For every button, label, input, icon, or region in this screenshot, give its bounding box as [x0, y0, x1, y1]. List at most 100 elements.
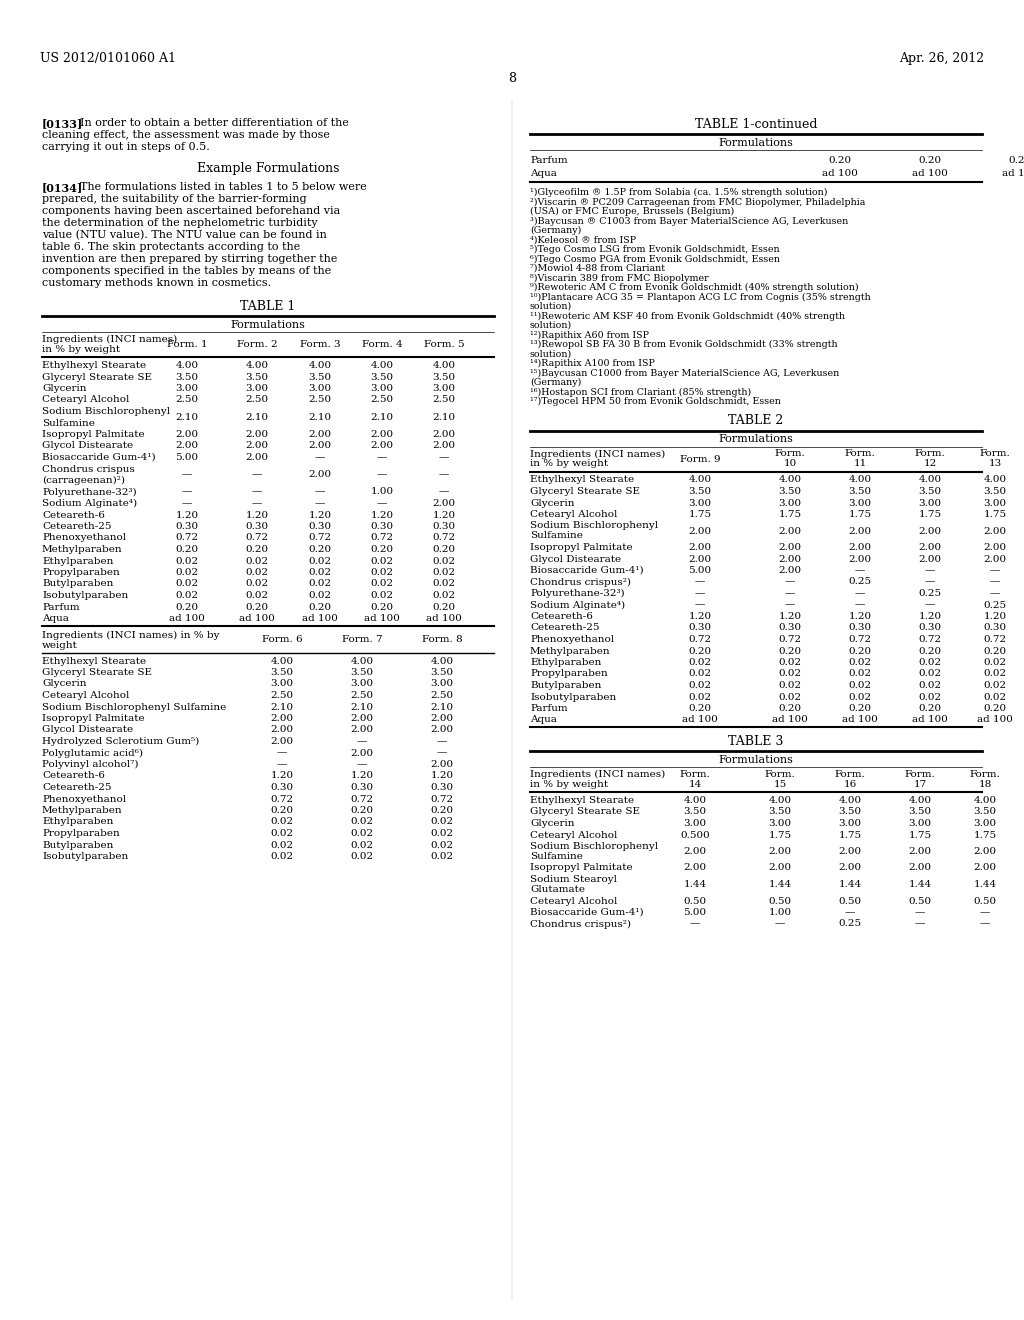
Text: 4.00: 4.00 [688, 475, 712, 484]
Text: In order to obtain a better differentiation of the: In order to obtain a better differentiat… [80, 117, 349, 128]
Text: 2.00: 2.00 [175, 430, 199, 440]
Text: 0.72: 0.72 [430, 795, 454, 804]
Text: 2.00: 2.00 [246, 430, 268, 440]
Text: 2.00: 2.00 [839, 863, 861, 873]
Text: 0.20: 0.20 [778, 704, 802, 713]
Text: 2.00: 2.00 [270, 737, 294, 746]
Text: Isopropyl Palmitate: Isopropyl Palmitate [530, 863, 633, 873]
Text: Sodium Bischlorophenyl: Sodium Bischlorophenyl [42, 407, 170, 416]
Text: ad 100: ad 100 [977, 715, 1013, 725]
Text: 3.50: 3.50 [849, 487, 871, 496]
Text: 0.02: 0.02 [430, 817, 454, 826]
Text: 2.00: 2.00 [430, 726, 454, 734]
Text: 0.20: 0.20 [778, 647, 802, 656]
Text: 2.00: 2.00 [974, 863, 996, 873]
Text: Polyglutamic acid⁶): Polyglutamic acid⁶) [42, 748, 143, 758]
Text: —: — [276, 760, 287, 770]
Text: 2.00: 2.00 [983, 554, 1007, 564]
Text: 0.20: 0.20 [919, 156, 941, 165]
Text: —: — [439, 453, 450, 462]
Text: 3.50: 3.50 [371, 372, 393, 381]
Text: Chondrus crispus: Chondrus crispus [42, 465, 135, 474]
Text: ad 100: ad 100 [239, 614, 274, 623]
Text: Form.: Form. [970, 770, 1000, 779]
Text: Form.: Form. [774, 450, 805, 458]
Text: 0.02: 0.02 [371, 591, 393, 601]
Text: 3.50: 3.50 [175, 372, 199, 381]
Text: 2.00: 2.00 [974, 847, 996, 855]
Text: Apr. 26, 2012: Apr. 26, 2012 [899, 51, 984, 65]
Text: ²)Viscarin ® PC209 Carrageenan from FMC Biopolymer, Philadelphia: ²)Viscarin ® PC209 Carrageenan from FMC … [530, 198, 865, 207]
Text: Butylparaben: Butylparaben [42, 841, 114, 850]
Text: TABLE 1-continued: TABLE 1-continued [694, 117, 817, 131]
Text: —: — [695, 578, 706, 586]
Text: TABLE 1: TABLE 1 [241, 300, 296, 313]
Text: 2.00: 2.00 [246, 441, 268, 450]
Text: 2.10: 2.10 [175, 413, 199, 422]
Text: 0.20: 0.20 [246, 545, 268, 554]
Text: Form. 5: Form. 5 [424, 341, 464, 348]
Text: 3.00: 3.00 [175, 384, 199, 393]
Text: Formulations: Formulations [230, 319, 305, 330]
Text: 5.00: 5.00 [683, 908, 707, 917]
Text: 0.02: 0.02 [430, 841, 454, 850]
Text: 2.00: 2.00 [908, 863, 932, 873]
Text: 0.02: 0.02 [919, 681, 941, 690]
Text: 0.30: 0.30 [175, 521, 199, 531]
Text: Form. 2: Form. 2 [237, 341, 278, 348]
Text: 1.44: 1.44 [974, 880, 996, 888]
Text: Aqua: Aqua [530, 715, 557, 725]
Text: —: — [252, 470, 262, 479]
Text: 2.50: 2.50 [270, 690, 294, 700]
Text: ¹⁰)Plantacare ACG 35 = Plantapon ACG LC from Cognis (35% strength: ¹⁰)Plantacare ACG 35 = Plantapon ACG LC … [530, 293, 870, 302]
Text: 3.00: 3.00 [270, 680, 294, 689]
Text: ¹³)Rewopol SB FA 30 B from Evonik Goldschmidt (33% strength: ¹³)Rewopol SB FA 30 B from Evonik Goldsc… [530, 341, 838, 348]
Text: 0.02: 0.02 [350, 817, 374, 826]
Text: 0.02: 0.02 [246, 568, 268, 577]
Text: Parfum: Parfum [42, 602, 80, 611]
Text: Sulfamine: Sulfamine [530, 532, 583, 540]
Text: —: — [845, 908, 855, 917]
Text: 1.44: 1.44 [839, 880, 861, 888]
Text: 0.20: 0.20 [371, 602, 393, 611]
Text: —: — [182, 499, 193, 508]
Text: 2.00: 2.00 [908, 847, 932, 855]
Text: Ethylhexyl Stearate: Ethylhexyl Stearate [530, 796, 634, 805]
Text: 2.00: 2.00 [432, 499, 456, 508]
Text: 1.20: 1.20 [849, 612, 871, 620]
Text: 0.02: 0.02 [849, 681, 871, 690]
Text: 2.00: 2.00 [432, 430, 456, 440]
Text: 0.72: 0.72 [350, 795, 374, 804]
Text: Cetearyl Alcohol: Cetearyl Alcohol [530, 896, 617, 906]
Text: Isobutylparaben: Isobutylparaben [42, 851, 128, 861]
Text: Butylparaben: Butylparaben [42, 579, 114, 589]
Text: 2.00: 2.00 [849, 543, 871, 552]
Text: 1.75: 1.75 [974, 830, 996, 840]
Text: 1.20: 1.20 [430, 771, 454, 780]
Text: 0.50: 0.50 [683, 896, 707, 906]
Text: 1.00: 1.00 [768, 908, 792, 917]
Text: 3.00: 3.00 [308, 384, 332, 393]
Text: 0.02: 0.02 [308, 568, 332, 577]
Text: 0.30: 0.30 [371, 521, 393, 531]
Text: 0.72: 0.72 [246, 533, 268, 543]
Text: 12: 12 [924, 459, 937, 469]
Text: 13: 13 [988, 459, 1001, 469]
Text: 0.02: 0.02 [688, 669, 712, 678]
Text: 2.00: 2.00 [308, 470, 332, 479]
Text: 4.00: 4.00 [432, 360, 456, 370]
Text: 0.72: 0.72 [308, 533, 332, 543]
Text: 2.10: 2.10 [430, 702, 454, 711]
Text: —: — [784, 601, 796, 610]
Text: 0.02: 0.02 [778, 693, 802, 701]
Text: 2.00: 2.00 [768, 847, 792, 855]
Text: —: — [314, 499, 326, 508]
Text: 4.00: 4.00 [430, 656, 454, 665]
Text: 1.75: 1.75 [778, 510, 802, 519]
Text: 2.50: 2.50 [175, 396, 199, 404]
Text: Methylparaben: Methylparaben [530, 647, 610, 656]
Text: 2.00: 2.00 [919, 543, 941, 552]
Text: —: — [914, 908, 926, 917]
Text: 4.00: 4.00 [350, 656, 374, 665]
Text: Parfum: Parfum [530, 704, 567, 713]
